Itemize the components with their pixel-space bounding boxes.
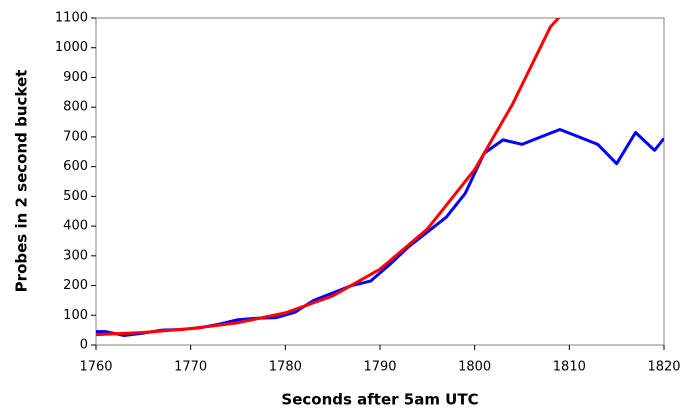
x-tick-label: 1800 <box>458 360 491 375</box>
y-tick-label: 300 <box>63 248 88 263</box>
x-tick-label: 1770 <box>174 360 207 375</box>
series-line <box>96 18 561 337</box>
series-line <box>96 127 664 337</box>
x-tick-label: 1760 <box>79 360 112 375</box>
y-tick-label: 700 <box>63 129 88 144</box>
x-tick-label: 1790 <box>363 360 396 375</box>
y-tick-label: 1100 <box>55 11 88 26</box>
y-tick-label: 0 <box>80 338 88 353</box>
y-tick-label: 500 <box>63 189 88 204</box>
y-tick-label: 800 <box>63 100 88 115</box>
x-tick-label: 1820 <box>647 360 680 375</box>
x-tick-label: 1810 <box>553 360 586 375</box>
y-tick-label: 900 <box>63 70 88 85</box>
y-tick-label: 100 <box>63 308 88 323</box>
x-axis-label: Seconds after 5am UTC <box>281 391 478 409</box>
x-tick-label: 1780 <box>269 360 302 375</box>
y-tick-label: 1000 <box>55 40 88 55</box>
y-axis-label: Probes in 2 second bucket <box>13 70 31 293</box>
plot-frame <box>95 17 665 346</box>
y-tick-label: 400 <box>63 219 88 234</box>
y-tick-label: 600 <box>63 159 88 174</box>
y-tick-label: 200 <box>63 278 88 293</box>
